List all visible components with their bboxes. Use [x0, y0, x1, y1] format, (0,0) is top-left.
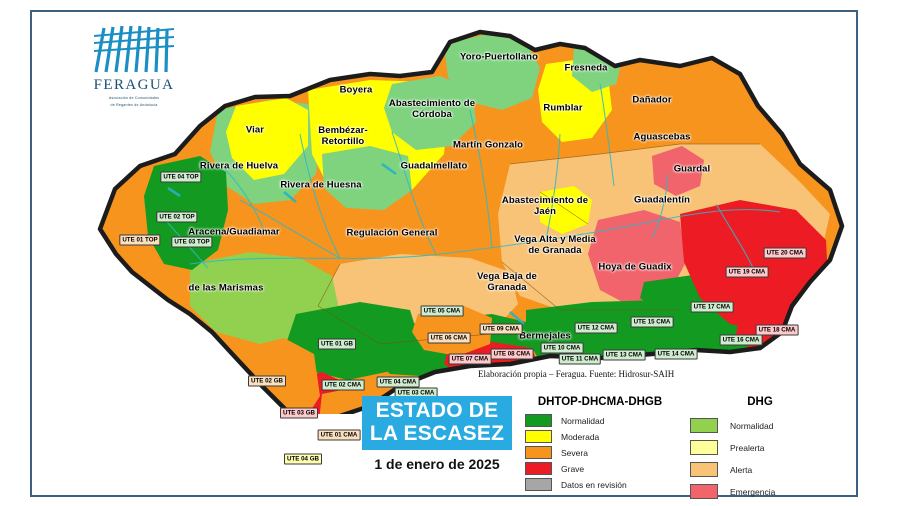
legend-label: Normalidad: [730, 420, 774, 431]
ute-zone-label: UTE 04 TOP: [160, 171, 202, 183]
legend-row: Prealerta: [690, 440, 830, 455]
legend-dhg-rows: Normalidad Prealerta Alerta Emergencia: [690, 418, 830, 499]
legend-dhtop-rows: Normalidad Moderada Severa Grave Datos en re…: [525, 414, 675, 491]
legend-swatch: [525, 446, 552, 459]
ute-zone-label: UTE 13 CMA: [602, 349, 646, 361]
ute-zone-label: UTE 09 CMA: [479, 323, 523, 335]
ute-zone-label: UTE 02 GB: [248, 375, 286, 387]
legend-dhg: DHG Normalidad Prealerta Alerta Emergencia: [690, 396, 830, 506]
ute-zone-label: UTE 05 CMA: [420, 305, 464, 317]
legend-label: Alerta: [730, 464, 753, 475]
feragua-wordmark: FERAGUA: [93, 77, 175, 93]
ute-zone-label: UTE 18 CMA: [755, 324, 799, 336]
ute-zone-label: UTE 12 CMA: [574, 322, 618, 334]
legend-swatch: [525, 430, 552, 443]
legend-swatch: [690, 418, 718, 433]
legend-label: Emergencia: [730, 486, 776, 497]
legend-row: Normalidad: [525, 414, 675, 427]
ute-zone-label: UTE 01 TOP: [119, 234, 161, 246]
title-line-1: ESTADO DE: [375, 399, 499, 422]
ute-zone-label: UTE 04 CMA: [376, 376, 420, 388]
ute-zone-label: UTE 15 CMA: [630, 316, 674, 328]
ute-zone-label: UTE 20 CMA: [763, 247, 807, 259]
legend-row: Moderada: [525, 430, 675, 443]
source-attribution: Elaboración propia – Feragua. Fuente: Hi…: [478, 369, 675, 379]
feragua-logo: FERAGUA Asociación de Comunidades de Reg…: [78, 22, 190, 110]
ute-zone-label: UTE 16 CMA: [719, 334, 763, 346]
legend-dhtop-heading: DHTOP-DHCMA-DHGB: [537, 396, 663, 408]
title-line-2: LA ESCASEZ: [369, 422, 505, 445]
ute-zone-label: UTE 06 CMA: [427, 332, 471, 344]
ute-zone-label: UTE 17 CMA: [690, 301, 734, 313]
title-block: ESTADO DE LA ESCASEZ 1 de enero de 2025: [362, 396, 512, 472]
legend-row: Alerta: [690, 462, 830, 477]
feragua-subtitle-line1: Asociación de Comunidades: [108, 96, 160, 100]
feragua-logo-mark: [88, 22, 180, 74]
ute-zone-label: UTE 04 GB: [284, 453, 322, 465]
ute-zone-label: UTE 03 GB: [280, 407, 318, 419]
legend-swatch: [690, 440, 718, 455]
legend-dhg-heading: DHG: [747, 396, 773, 408]
legend-swatch: [525, 462, 552, 475]
ute-zone-label: UTE 03 TOP: [171, 236, 213, 248]
legend-row: Emergencia: [690, 484, 830, 499]
ute-zone-label: UTE 10 CMA: [540, 342, 584, 354]
ute-zone-label: UTE 19 CMA: [725, 266, 769, 278]
legend-row: Grave: [525, 462, 675, 475]
legend-swatch: [690, 484, 718, 499]
legend-label: Severa: [561, 447, 588, 458]
legend-label: Grave: [561, 463, 585, 474]
ute-zone-label: UTE 02 TOP: [156, 211, 198, 223]
legend-row: Datos en revisión: [525, 478, 675, 491]
legend-swatch: [690, 462, 718, 477]
legend-dhtop-dhcma-dhgb: DHTOP-DHCMA-DHGB Normalidad Moderada Sever…: [525, 396, 675, 494]
ute-zone-label: UTE 02 CMA: [321, 379, 365, 391]
ute-zone-label: UTE 01 CMA: [317, 429, 361, 441]
ute-zone-label: UTE 08 CMA: [490, 348, 534, 360]
ute-zone-label: UTE 11 CMA: [558, 353, 602, 365]
ute-zone-label: UTE 01 GB: [318, 338, 356, 350]
legend-swatch: [525, 414, 552, 427]
legend-row: Normalidad: [690, 418, 830, 433]
ute-zone-label: UTE 07 CMA: [448, 353, 492, 365]
feragua-subtitle-line2: de Regantes de Andalucía: [110, 103, 158, 107]
title-date: 1 de enero de 2025: [374, 456, 500, 472]
legend-label: Datos en revisión: [561, 479, 627, 490]
legend-label: Moderada: [561, 431, 600, 442]
legend-row: Severa: [525, 446, 675, 459]
andalusia-drought-map: Yoro-Puertollano Fresneda Rumblar Dañador Ag…: [40, 14, 858, 465]
ute-zone-label: UTE 14 CMA: [654, 348, 698, 360]
legend-label: Prealerta: [730, 442, 765, 453]
legend-label: Normalidad: [561, 415, 605, 426]
legend-swatch: [525, 478, 552, 491]
title-banner: ESTADO DE LA ESCASEZ: [362, 396, 512, 450]
